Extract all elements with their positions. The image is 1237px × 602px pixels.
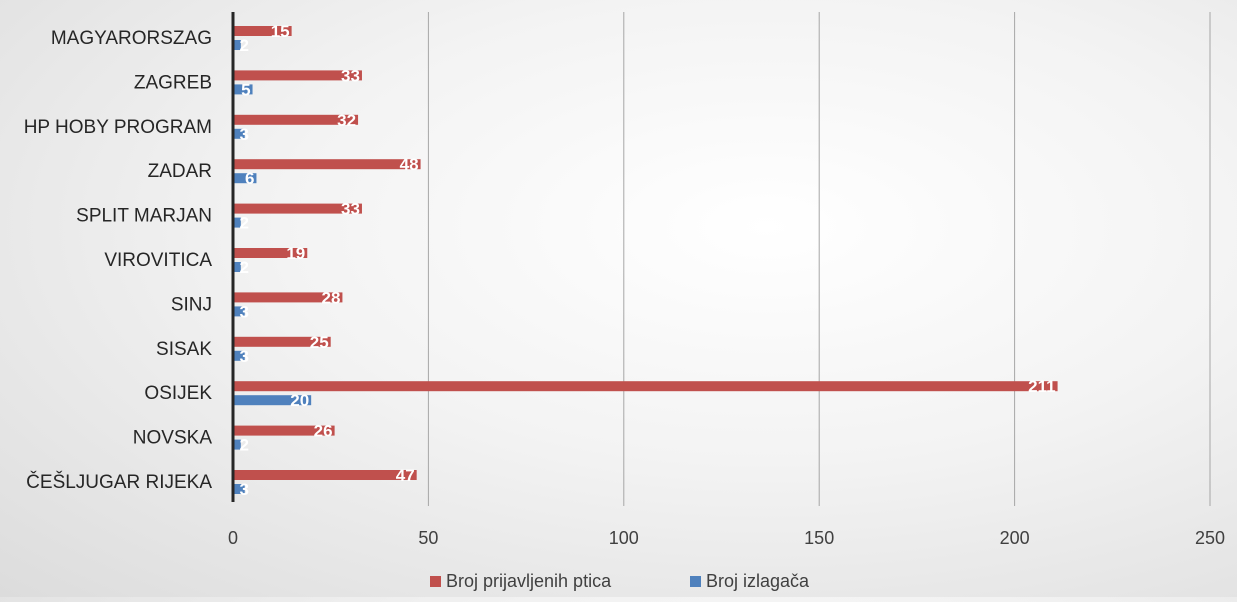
data-label: 33 xyxy=(341,66,360,85)
data-label: 32 xyxy=(337,111,356,130)
data-label: 33 xyxy=(341,200,360,219)
data-label: 2 xyxy=(240,258,249,277)
bar-prijavljenih xyxy=(233,425,335,436)
data-label: 5 xyxy=(241,80,250,99)
bar-izlagaca xyxy=(233,173,257,184)
bar-prijavljenih xyxy=(233,470,417,480)
category-label: ČEŠLJUGAR RIJEKA xyxy=(26,471,212,493)
x-tick-label: 0 xyxy=(228,528,238,548)
category-label: SISAK xyxy=(156,339,212,360)
data-label: 2 xyxy=(240,436,249,455)
legend-swatch-izlagaca xyxy=(690,576,701,587)
bar-izlagaca xyxy=(233,306,245,317)
bar-prijavljenih xyxy=(233,114,359,125)
x-axis-tick-labels: 0 50 100 150 200 250 xyxy=(228,528,1225,548)
bar-izlagaca xyxy=(233,128,245,139)
category-label: HP HOBY PROGRAM xyxy=(24,117,212,138)
bar-izlagaca xyxy=(233,439,241,450)
bars xyxy=(233,26,1058,494)
category-label: NOVSKA xyxy=(133,428,213,449)
bar-izlagaca xyxy=(233,484,245,494)
data-label: 15 xyxy=(271,22,290,41)
data-labels: 15 2 33 5 32 3 48 6 33 2 19 2 28 3 25 3 211 20 26 2 47 3 xyxy=(240,22,1056,499)
category-label: ZAGREB xyxy=(134,72,212,93)
category-label: SINJ xyxy=(171,294,212,315)
bar-prijavljenih xyxy=(233,70,362,81)
legend-label: Broj prijavljenih ptica xyxy=(446,571,612,591)
data-label: 3 xyxy=(240,480,249,499)
bar-prijavljenih xyxy=(233,381,1058,392)
data-label: 3 xyxy=(240,302,249,321)
bar-izlagaca xyxy=(233,84,253,95)
legend-swatch-prijavljenih xyxy=(430,576,441,587)
category-label: MAGYARORSZAG xyxy=(51,28,212,49)
bar-prijavljenih xyxy=(233,292,343,303)
bar-izlagaca xyxy=(233,217,241,228)
bar-izlagaca xyxy=(233,350,245,361)
legend: Broj prijavljenih ptica Broj izlagača xyxy=(430,571,810,591)
bar-prijavljenih xyxy=(233,203,362,214)
data-label: 28 xyxy=(322,288,341,307)
x-tick-label: 150 xyxy=(804,528,834,548)
data-label: 48 xyxy=(400,155,419,174)
category-label: VIROVITICA xyxy=(104,250,212,271)
gridlines xyxy=(427,12,1211,506)
category-labels: MAGYARORSZAG ZAGREB HP HOBY PROGRAM ZADAR SP… xyxy=(24,28,213,493)
bar-prijavljenih xyxy=(233,26,292,36)
data-label: 6 xyxy=(245,169,254,188)
bar-izlagaca xyxy=(233,395,312,406)
data-label: 3 xyxy=(240,125,249,144)
category-label: SPLIT MARJAN xyxy=(76,206,212,227)
data-label: 25 xyxy=(310,333,329,352)
x-tick-label: 100 xyxy=(609,528,639,548)
category-label: OSIJEK xyxy=(144,383,212,404)
x-tick-label: 200 xyxy=(1000,528,1030,548)
bar-prijavljenih xyxy=(233,248,308,258)
data-label: 2 xyxy=(240,214,249,233)
x-tick-label: 50 xyxy=(418,528,438,548)
data-label: 20 xyxy=(290,391,309,410)
data-label: 3 xyxy=(240,347,249,366)
bar-prijavljenih xyxy=(233,159,421,170)
x-tick-label: 250 xyxy=(1195,528,1225,548)
data-label: 19 xyxy=(286,244,305,263)
legend-label: Broj izlagača xyxy=(706,571,810,591)
bar-izlagaca xyxy=(233,262,241,272)
category-label: ZADAR xyxy=(148,161,212,182)
bar-prijavljenih xyxy=(233,336,331,347)
data-label: 26 xyxy=(314,422,333,441)
data-label: 47 xyxy=(396,466,415,485)
data-label: 2 xyxy=(240,36,249,55)
data-label: 211 xyxy=(1028,377,1055,396)
bar-izlagaca xyxy=(233,40,241,50)
